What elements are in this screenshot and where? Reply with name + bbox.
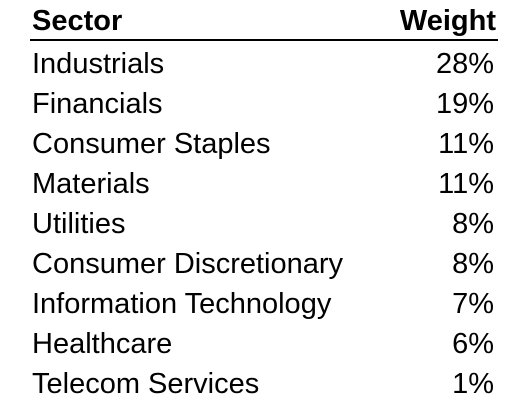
weight-cell: 8% <box>452 208 494 240</box>
sector-cell: Healthcare <box>32 328 173 360</box>
sector-cell: Financials <box>32 88 163 120</box>
table-body: Industrials 28% Financials 19% Consumer … <box>30 44 498 404</box>
weight-cell: 1% <box>452 368 494 400</box>
sector-cell: Consumer Discretionary <box>32 248 344 280</box>
weight-cell: 8% <box>452 248 494 280</box>
table-row: Consumer Discretionary 8% <box>30 244 498 284</box>
weight-cell: 19% <box>435 88 494 120</box>
weight-cell: 11% <box>438 168 494 200</box>
sector-cell: Materials <box>32 168 150 200</box>
weight-cell: 6% <box>452 328 494 360</box>
sector-cell: Telecom Services <box>32 368 260 400</box>
table-row: Industrials 28% <box>30 44 498 84</box>
table-row: Healthcare 6% <box>30 324 498 364</box>
column-header-sector: Sector <box>32 5 123 37</box>
table-row: Financials 19% <box>30 84 498 124</box>
sector-weight-table: Sector Weight Industrials 28% Financials… <box>30 3 498 404</box>
weight-cell: 11% <box>438 128 494 160</box>
sector-cell: Information Technology <box>32 288 332 320</box>
weight-cell: 7% <box>452 288 494 320</box>
table-header-row: Sector Weight <box>30 3 498 41</box>
sector-cell: Consumer Staples <box>32 128 271 160</box>
table-row: Telecom Services 1% <box>30 364 498 404</box>
sector-cell: Utilities <box>32 208 126 240</box>
table-row: Consumer Staples 11% <box>30 124 498 164</box>
table-row: Materials 11% <box>30 164 498 204</box>
weight-cell: 28% <box>435 48 494 80</box>
table-row: Utilities 8% <box>30 204 498 244</box>
table-row: Information Technology 7% <box>30 284 498 324</box>
sector-cell: Industrials <box>32 48 165 80</box>
column-header-weight: Weight <box>399 5 496 37</box>
